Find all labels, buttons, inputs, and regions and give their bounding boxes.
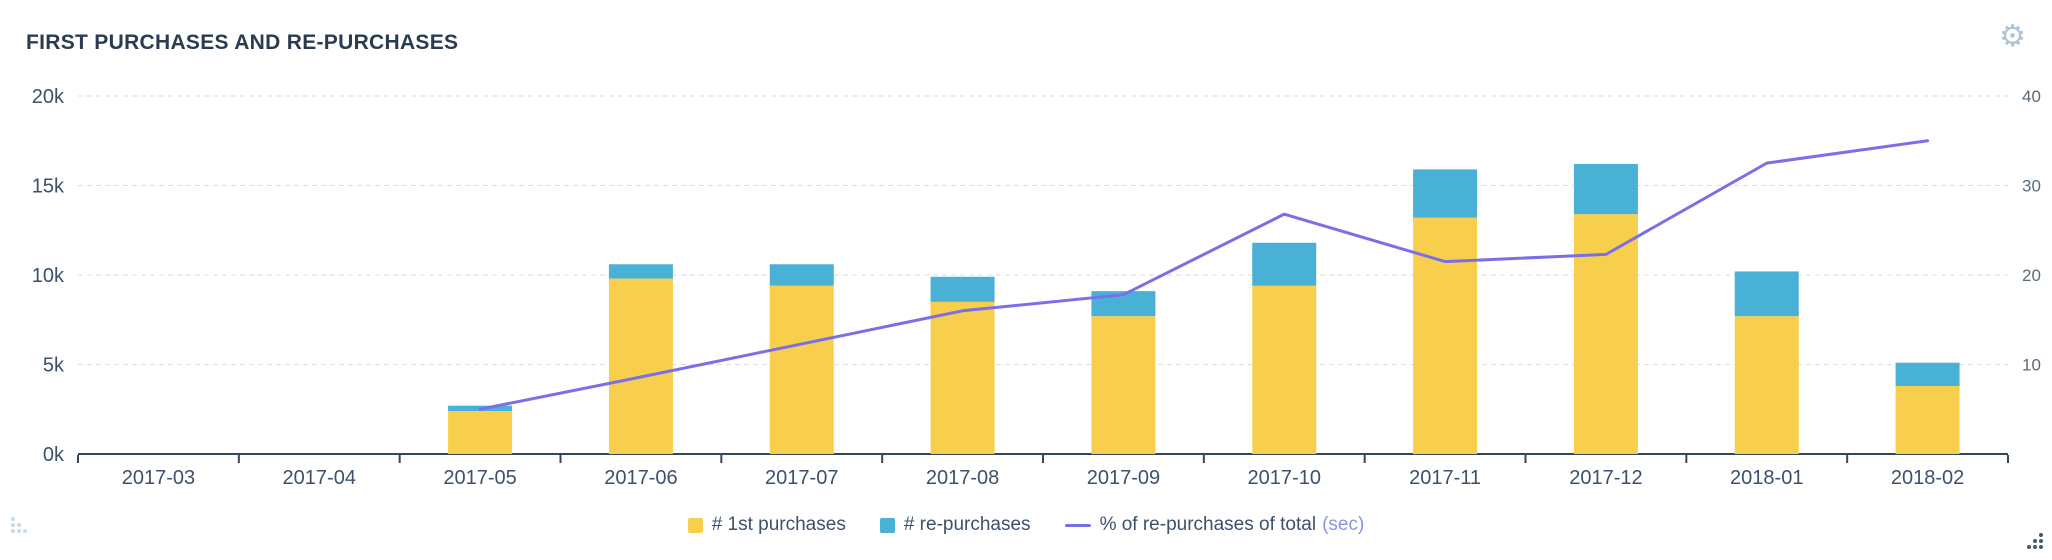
y-axis-left-label: 5k (43, 355, 65, 377)
y-axis-right-label: 40 (2022, 87, 2041, 106)
gear-icon[interactable]: ⚙ (1999, 20, 2026, 53)
bar-re-purchases-2017-10[interactable] (1252, 242, 1317, 286)
line-re-purchases-percent[interactable] (478, 139, 1930, 411)
y-axis-right-label: 10 (2022, 356, 2041, 375)
bar-1st-purchases-2017-06[interactable] (608, 278, 673, 454)
x-axis-label: 2017-03 (122, 467, 195, 489)
bar-1st-purchases-2018-02[interactable] (1895, 385, 1960, 454)
bar-1st-purchases-2017-07[interactable] (769, 285, 834, 454)
legend-marker-square (879, 517, 895, 533)
x-axis-label: 2017-12 (1569, 467, 1642, 489)
y-axis-right-label: 20 (2022, 266, 2041, 285)
bar-1st-purchases-2017-08[interactable] (930, 301, 995, 454)
x-axis-label: 2017-09 (1087, 467, 1160, 489)
x-axis-label: 2017-07 (765, 467, 838, 489)
bar-1st-purchases-2017-10[interactable] (1252, 285, 1317, 454)
legend-item[interactable]: # 1st purchases (687, 514, 846, 536)
bar-re-purchases-2017-12[interactable] (1573, 164, 1638, 215)
chart-legend: # 1st purchases # re-purchases % of re-pur… (0, 514, 2052, 536)
chart-title: FIRST PURCHASES AND RE-PURCHASES (26, 31, 459, 54)
bar-re-purchases-2018-02[interactable] (1895, 362, 1960, 386)
bar-1st-purchases-2017-05[interactable] (448, 411, 513, 454)
x-axis-label: 2017-05 (443, 467, 516, 489)
y-axis-right-label: 30 (2022, 177, 2041, 196)
bar-re-purchases-2018-01[interactable] (1734, 271, 1799, 317)
chart-canvas: 0k 5k 10k 15k 20k 10 20 30 40 2017-03 2017-04 2017-… (32, 86, 2041, 489)
legend-label: # re-purchases (903, 514, 1031, 535)
x-axis-label: 2018-02 (1891, 467, 1964, 489)
bar-re-purchases-2017-07[interactable] (769, 264, 834, 286)
y-axis-left-label: 10k (32, 265, 65, 287)
bar-re-purchases-2017-06[interactable] (608, 264, 673, 279)
y-axis-left-label: 0k (43, 444, 65, 466)
bar-re-purchases-2017-11[interactable] (1413, 169, 1478, 218)
legend-label: % of re-purchases of total (1099, 514, 1317, 535)
x-axis-label: 2018-01 (1730, 467, 1803, 489)
dots-grip-graphic (11, 517, 27, 533)
resize-grip-right-icon[interactable] (2026, 532, 2044, 550)
bar-1st-purchases-2017-11[interactable] (1413, 217, 1478, 454)
legend-suffix: (sec) (1322, 514, 1365, 535)
bar-re-purchases-2017-08[interactable] (930, 276, 995, 302)
legend-item[interactable]: % of re-purchases of total (sec) (1064, 514, 1365, 536)
legend-item[interactable]: # re-purchases (879, 514, 1031, 536)
bar-1st-purchases-2017-12[interactable] (1573, 214, 1638, 454)
bar-1st-purchases-2018-01[interactable] (1734, 316, 1799, 454)
bar-1st-purchases-2017-09[interactable] (1091, 316, 1156, 454)
legend-marker-line (1064, 523, 1091, 527)
x-axis-label: 2017-10 (1248, 467, 1321, 489)
legend-label: # 1st purchases (711, 514, 846, 535)
x-axis-label: 2017-11 (1409, 467, 1481, 489)
y-axis-left-label: 20k (32, 86, 65, 108)
legend-marker-square (687, 517, 703, 533)
resize-grip-left-icon[interactable] (10, 516, 28, 534)
dots-grip-graphic (2027, 533, 2043, 549)
x-axis-label: 2017-04 (283, 467, 356, 489)
x-axis-label: 2017-06 (604, 467, 677, 489)
x-axis-label: 2017-08 (926, 467, 999, 489)
y-axis-left-label: 15k (32, 176, 65, 198)
